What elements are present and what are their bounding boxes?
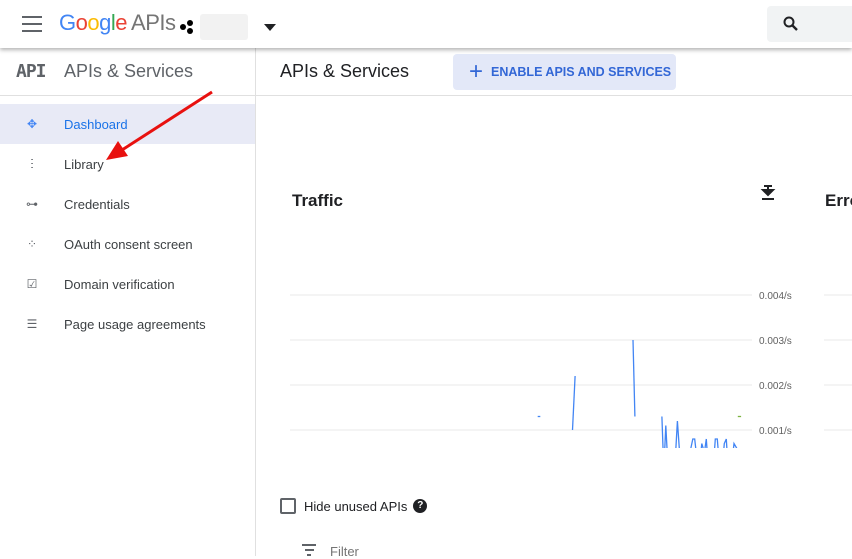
project-name-redacted [200, 14, 248, 40]
sidebar-item-label: OAuth consent screen [64, 236, 193, 252]
main-header: APIs & Services + ENABLE APIS AND SERVICE… [256, 48, 852, 96]
project-icon [180, 19, 194, 35]
enable-apis-label: ENABLE APIS AND SERVICES [491, 65, 672, 79]
logo-google: Google [59, 10, 128, 35]
sidebar-item-oauth-consent[interactable]: ⁘ OAuth consent screen [0, 224, 255, 264]
settings-list-icon: ☰ [26, 317, 38, 331]
hide-unused-checkbox[interactable] [280, 498, 296, 514]
sidebar-item-dashboard[interactable]: ✥ Dashboard [0, 104, 255, 144]
api-badge: API [16, 61, 47, 82]
sidebar-item-page-usage[interactable]: ☰ Page usage agreements [0, 304, 255, 344]
hide-unused-apis: Hide unused APIs ? [280, 498, 428, 514]
y-tick-label: 0.003/s [759, 336, 792, 347]
top-bar: Google APIs [0, 0, 852, 48]
hamburger-icon[interactable] [22, 16, 42, 32]
filter-bar[interactable]: Filter [302, 544, 359, 559]
sidebar-item-label: Credentials [64, 196, 130, 212]
search-input[interactable] [767, 6, 852, 42]
sidebar-title: APIs & Services [64, 61, 194, 81]
sidebar-item-label: Library [64, 156, 104, 172]
project-selector[interactable] [180, 14, 276, 40]
filter-label: Filter [330, 544, 359, 559]
hide-unused-label: Hide unused APIs [304, 498, 408, 514]
enable-apis-button[interactable]: + ENABLE APIS AND SERVICES [453, 54, 676, 90]
library-icon: ⵗ [30, 157, 34, 171]
download-icon[interactable] [759, 184, 777, 202]
series-0-line [632, 339, 636, 417]
sidebar-item-label: Page usage agreements [64, 316, 206, 332]
checkbox-icon: ☑ [26, 277, 38, 291]
sidebar-item-domain-verification[interactable]: ☑ Domain verification [0, 264, 255, 304]
series-0-line [571, 375, 576, 431]
traffic-chart: 00.001/s0.002/s0.003/s0.004/sJan 26Feb 0… [290, 291, 852, 448]
google-apis-logo[interactable]: Google APIs [59, 10, 176, 36]
y-tick-label: 0.001/s [759, 426, 792, 437]
sidebar-item-library[interactable]: ⵗ Library [0, 144, 255, 184]
key-icon: ⊶ [26, 197, 38, 211]
dashboard-icon: ✥ [26, 117, 38, 131]
main-content: APIs & Services + ENABLE APIS AND SERVICE… [256, 48, 852, 559]
oauth-icon: ⁘ [26, 237, 38, 251]
sidebar-item-label: Dashboard [64, 116, 128, 132]
errors-title: Erro [825, 191, 852, 210]
sidebar: API APIs & Services ✥ Dashboard ⵗ Library … [0, 48, 256, 556]
page-title: APIs & Services [280, 61, 410, 81]
sidebar-item-label: Domain verification [64, 276, 175, 292]
traffic-title: Traffic [292, 191, 344, 210]
y-tick-label: 0.002/s [759, 381, 792, 392]
plus-icon: + [469, 58, 484, 85]
help-icon[interactable]: ? [413, 499, 428, 513]
y-tick-label: 0.004/s [759, 291, 792, 302]
filter-icon [302, 544, 316, 559]
search-icon [783, 16, 798, 31]
sidebar-header: API APIs & Services [0, 48, 255, 96]
logo-apis: APIs [131, 10, 176, 35]
caret-down-icon [264, 23, 276, 31]
sidebar-item-credentials[interactable]: ⊶ Credentials [0, 184, 255, 224]
series-0-line [661, 416, 738, 448]
